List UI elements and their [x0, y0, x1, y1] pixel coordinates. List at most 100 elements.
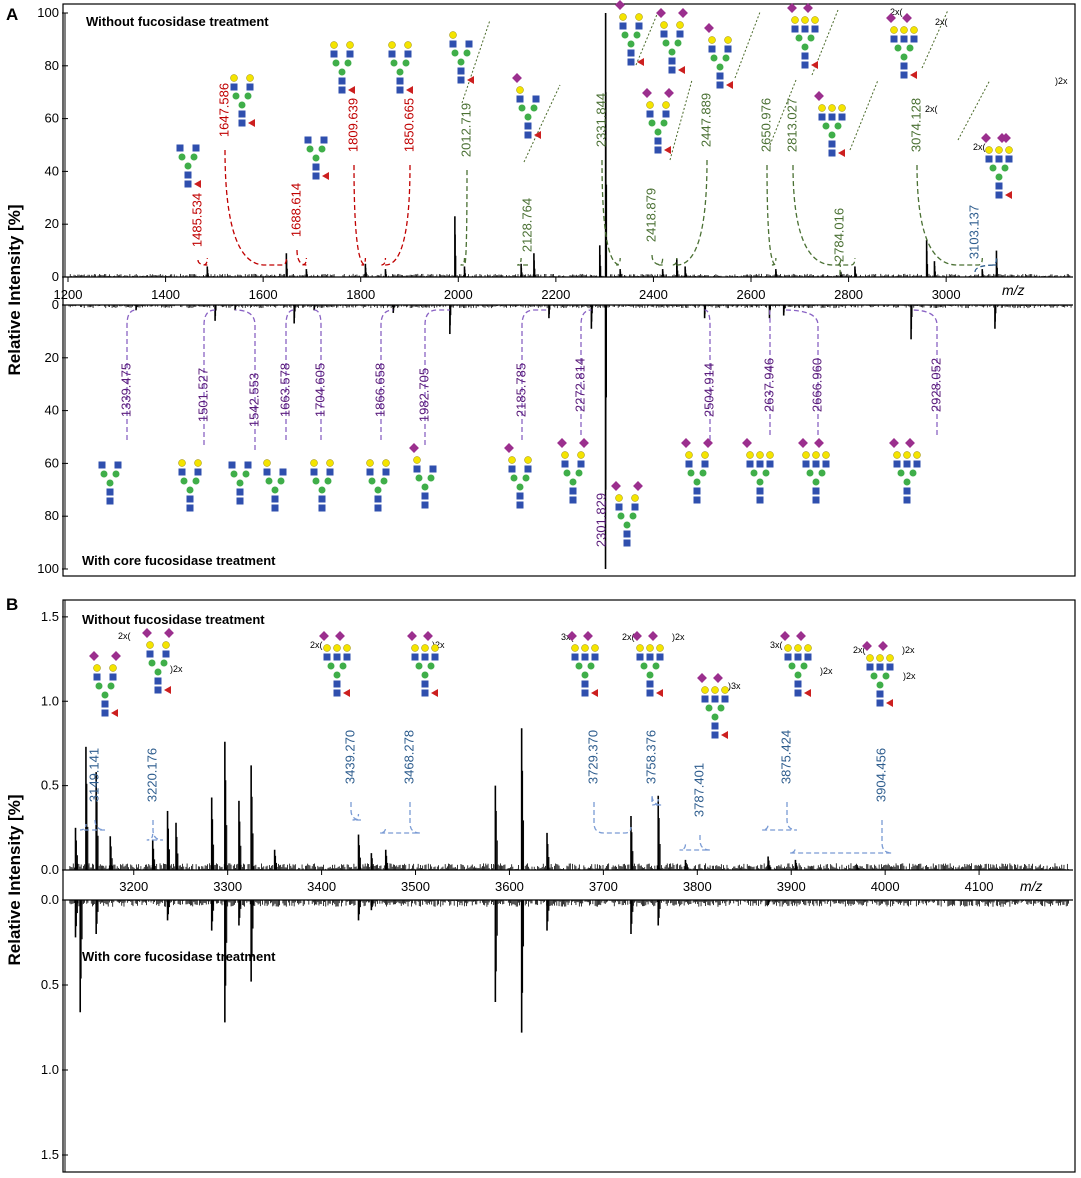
mannose-mark	[396, 68, 404, 76]
fucose-mark	[838, 149, 845, 157]
sialic-acid-mark	[798, 438, 808, 448]
panel-b-bottom-condition: With core fucosidase treatment	[82, 949, 276, 964]
glycan-structure	[656, 8, 688, 74]
galactose-mark	[812, 451, 820, 459]
peak-connector	[197, 257, 208, 266]
peak-label: 2650.976	[758, 98, 773, 152]
glcnac-mark	[910, 35, 918, 43]
glycan-structure	[366, 459, 390, 512]
mannose-mark	[711, 713, 719, 721]
galactose-mark	[828, 104, 836, 112]
mannose-mark	[421, 671, 429, 679]
peak-connector	[517, 257, 529, 266]
glycan-structure	[176, 144, 201, 188]
glcnac-mark	[516, 501, 524, 509]
sialic-acid-mark	[889, 438, 899, 448]
glycan-structure	[319, 631, 351, 697]
fucose-mark	[678, 66, 685, 74]
galactose-mark	[346, 41, 354, 49]
peak-connector	[789, 820, 893, 854]
glycan-structures	[89, 0, 1013, 739]
glcnac-mark	[382, 468, 390, 476]
panel-b-y-label: Relative Intensity [%]	[5, 795, 24, 966]
peak-connector	[679, 835, 711, 851]
mannose-mark	[306, 145, 314, 153]
mannose-mark	[654, 128, 662, 136]
peak-connector	[580, 309, 592, 435]
sialic-acid-mark	[678, 8, 688, 18]
glcnac-mark	[794, 689, 802, 697]
panel-b-x-label: m/z	[1020, 878, 1043, 894]
mannose-mark	[390, 59, 398, 67]
peak-connector	[766, 164, 777, 266]
glcnac-mark	[721, 695, 729, 703]
y-tick-label: 1.0	[41, 1062, 59, 1077]
galactose-mark	[516, 86, 524, 94]
x-tick-label: 2000	[444, 287, 473, 302]
glcnac-mark	[890, 35, 898, 43]
mannose-mark	[230, 470, 238, 478]
sialic-acid-mark	[615, 0, 625, 10]
glcnac-mark	[668, 57, 676, 65]
glcnac-mark	[716, 72, 724, 80]
mannose-mark	[327, 662, 335, 670]
glcnac-mark	[811, 25, 819, 33]
mannose-mark	[621, 31, 629, 39]
multiplier-label: )2x	[1055, 76, 1068, 86]
glcnac-mark	[693, 496, 701, 504]
galactose-mark	[746, 451, 754, 459]
glcnac-mark	[106, 488, 114, 496]
mannose-mark	[324, 477, 332, 485]
glcnac-mark	[524, 465, 532, 473]
galactose-mark	[900, 26, 908, 34]
glcnac-mark	[457, 67, 465, 75]
glcnac-mark	[508, 465, 516, 473]
peak-connector	[350, 802, 362, 821]
glcnac-mark	[623, 530, 631, 538]
peak-connector	[314, 309, 322, 440]
glcnac-mark	[724, 45, 732, 53]
galactose-mark	[818, 104, 826, 112]
peak-label: 1704.605	[312, 363, 327, 417]
glcnac-mark	[828, 113, 836, 121]
sialic-acid-mark	[89, 651, 99, 661]
galactose-mark	[724, 36, 732, 44]
galactose-mark	[721, 686, 729, 694]
galactose-mark	[802, 451, 810, 459]
glycan-structure	[263, 459, 287, 512]
mannose-mark	[640, 662, 648, 670]
sialic-acid-mark	[796, 631, 806, 641]
mannose-mark	[794, 671, 802, 679]
fucose-mark	[348, 86, 355, 94]
glcnac-mark	[421, 653, 429, 661]
galactose-mark	[333, 644, 341, 652]
glycan-structure	[981, 133, 1013, 199]
glcnac-mark	[429, 465, 437, 473]
mannose-mark	[660, 119, 668, 127]
glcnac-mark	[184, 180, 192, 188]
mannose-mark	[524, 113, 532, 121]
mannose-mark	[807, 34, 815, 42]
glcnac-mark	[388, 50, 396, 58]
glcnac-mark	[995, 191, 1003, 199]
peak-label: 2012.719	[458, 103, 473, 157]
glcnac-mark	[366, 468, 374, 476]
structure-separator	[957, 79, 991, 141]
glycan-structure	[504, 443, 532, 509]
peak-label: 1688.614	[288, 183, 303, 237]
glcnac-mark	[106, 497, 114, 505]
glcnac-mark	[654, 146, 662, 154]
fucose-mark	[721, 731, 728, 739]
mannose-mark	[236, 479, 244, 487]
galactose-mark	[784, 644, 792, 652]
mannose-mark	[648, 119, 656, 127]
y-tick-label: 80	[45, 58, 59, 73]
peak-connector	[126, 309, 137, 440]
fucose-mark	[811, 61, 818, 69]
galactose-mark	[591, 644, 599, 652]
mannose-mark	[870, 672, 878, 680]
glcnac-mark	[571, 653, 579, 661]
galactose-mark	[838, 104, 846, 112]
glcnac-mark	[396, 77, 404, 85]
peak-label: 3787.401	[691, 763, 706, 817]
